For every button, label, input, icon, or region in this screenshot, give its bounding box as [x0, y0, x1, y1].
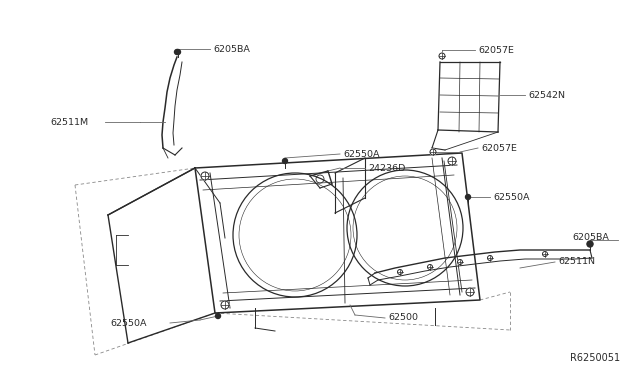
Text: 62057E: 62057E — [481, 144, 517, 153]
Circle shape — [221, 301, 229, 309]
Text: 62550A: 62550A — [343, 150, 380, 158]
Circle shape — [175, 49, 180, 55]
Circle shape — [439, 53, 445, 59]
Text: 62500: 62500 — [388, 314, 418, 323]
Text: 62550A: 62550A — [110, 318, 147, 327]
Circle shape — [397, 269, 403, 275]
Circle shape — [466, 288, 474, 296]
Text: 62511N: 62511N — [558, 257, 595, 266]
Circle shape — [430, 149, 436, 155]
Circle shape — [201, 172, 209, 180]
Circle shape — [588, 241, 593, 247]
Text: R6250051: R6250051 — [570, 353, 620, 363]
Circle shape — [216, 314, 221, 318]
Text: 6205BA: 6205BA — [572, 232, 609, 241]
Text: 24236D: 24236D — [368, 164, 405, 173]
Circle shape — [543, 251, 547, 257]
Circle shape — [282, 158, 287, 164]
Circle shape — [428, 264, 433, 269]
Circle shape — [488, 256, 493, 260]
Text: 6205BA: 6205BA — [213, 45, 250, 54]
Circle shape — [587, 241, 593, 247]
Text: 62550A: 62550A — [493, 192, 529, 202]
Circle shape — [175, 49, 179, 55]
Circle shape — [448, 157, 456, 165]
Circle shape — [465, 195, 470, 199]
Text: 62057E: 62057E — [478, 45, 514, 55]
Text: 62511M: 62511M — [50, 118, 88, 126]
Circle shape — [458, 260, 463, 264]
Text: 62542N: 62542N — [528, 90, 565, 99]
